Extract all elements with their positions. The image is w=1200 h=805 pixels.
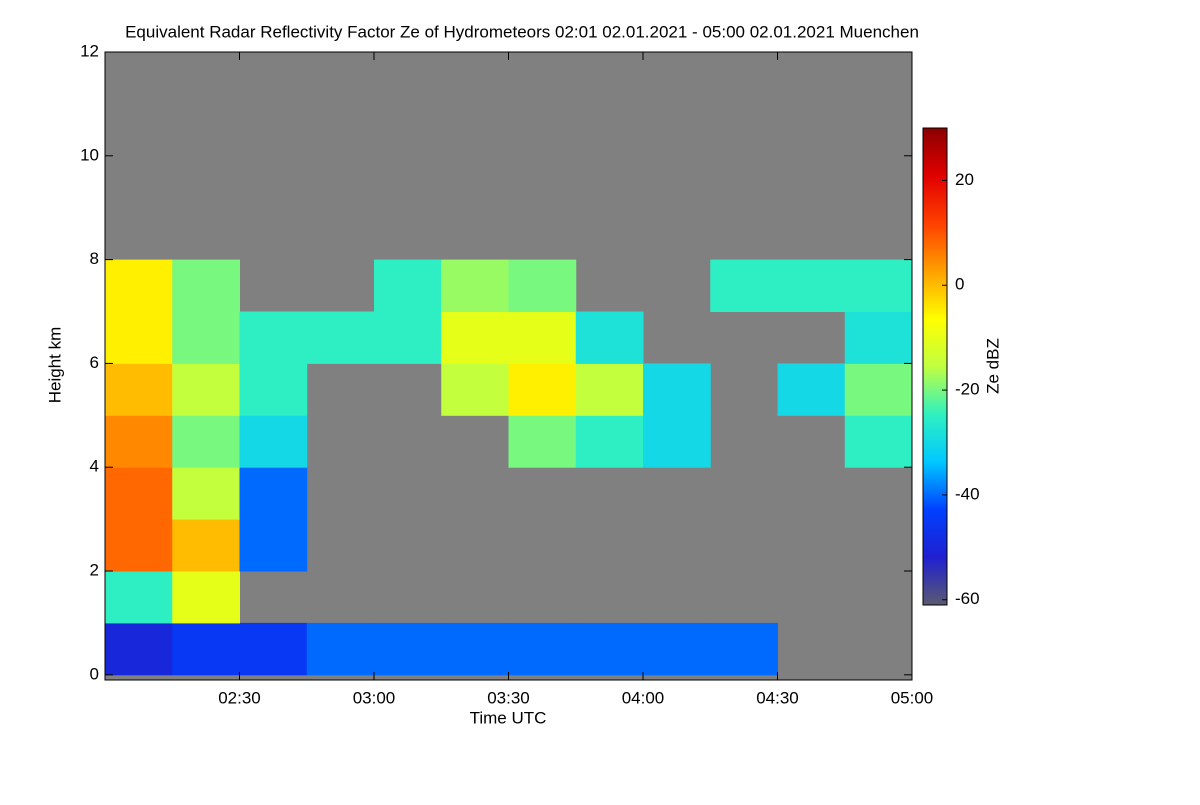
- colorbar-tick-label: -60: [955, 589, 980, 608]
- heatmap-cell: [105, 571, 173, 624]
- heatmap-cell: [172, 622, 240, 676]
- colorbar-tick-label: 0: [955, 275, 964, 294]
- heatmap-cell: [844, 363, 913, 416]
- heatmap-cell: [374, 311, 442, 364]
- heatmap-cell: [105, 259, 173, 313]
- y-tick-label: 10: [80, 145, 99, 164]
- heatmap-cell: [239, 519, 308, 572]
- heatmap-cell: [575, 415, 644, 468]
- heatmap-cell: [239, 415, 308, 468]
- heatmap-cell: [710, 622, 778, 676]
- colorbar-tick-label: 20: [955, 170, 974, 189]
- heatmap-cell: [239, 363, 308, 416]
- y-tick-label: 12: [80, 41, 99, 60]
- heatmap-cell: [844, 259, 913, 313]
- heatmap-cell: [508, 311, 577, 364]
- heatmap-cell: [172, 415, 240, 468]
- heatmap-cell: [508, 622, 577, 676]
- chart-title: Equivalent Radar Reflectivity Factor Ze …: [125, 22, 919, 41]
- y-tick-label: 8: [90, 249, 99, 268]
- x-tick-label: 03:30: [487, 688, 530, 707]
- heatmap-cell: [441, 259, 509, 313]
- heatmap-cell: [710, 259, 778, 313]
- colorbar: [922, 127, 948, 606]
- x-tick-label: 03:00: [353, 688, 396, 707]
- heatmap-cell: [172, 467, 240, 520]
- colorbar-tick-label: -40: [955, 484, 980, 503]
- heatmap-cell: [172, 519, 240, 572]
- colorbar-tick-label: -20: [955, 380, 980, 399]
- x-tick-label: 04:30: [756, 688, 799, 707]
- heatmap-cell: [306, 311, 375, 364]
- heatmap-cell: [575, 311, 644, 364]
- heatmap-cell: [239, 311, 308, 364]
- heatmap-cell: [172, 259, 240, 313]
- heatmap-cell: [575, 363, 644, 416]
- colorbar-label: Ze dBZ: [983, 338, 1002, 394]
- y-tick-label: 0: [90, 664, 99, 683]
- y-tick-label: 4: [90, 457, 99, 476]
- heatmap-cell: [105, 415, 173, 468]
- y-tick-label: 6: [90, 353, 99, 372]
- heatmap-cell: [374, 622, 442, 676]
- heatmap-cell: [844, 311, 913, 364]
- heatmap-cell: [441, 311, 509, 364]
- heatmap-cell: [575, 622, 644, 676]
- heatmap-cell: [777, 259, 846, 313]
- heatmap-cell: [508, 259, 577, 313]
- heatmap-cell: [172, 363, 240, 416]
- heatmap-cell: [105, 311, 173, 364]
- heatmap-cell: [643, 622, 711, 676]
- heatmap-cell: [105, 467, 173, 520]
- heatmap-cell: [441, 622, 509, 676]
- y-tick-label: 2: [90, 560, 99, 579]
- heatmap-cell: [105, 519, 173, 572]
- heatmap-cell: [643, 363, 711, 416]
- heatmap-cell: [239, 622, 308, 676]
- heatmap-cell: [844, 415, 913, 468]
- x-axis-label: Time UTC: [470, 708, 547, 727]
- heatmap-cell: [508, 415, 577, 468]
- heatmap-cell: [172, 311, 240, 364]
- heatmap-cell: [172, 571, 240, 624]
- heatmap-cell: [777, 363, 846, 416]
- heatmap-cell: [441, 363, 509, 416]
- heatmap-cell: [306, 622, 375, 676]
- x-tick-label: 04:00: [622, 688, 665, 707]
- y-axis-label: Height km: [45, 327, 64, 404]
- heatmap-cell: [508, 363, 577, 416]
- heatmap-cell: [643, 415, 711, 468]
- x-tick-label: 05:00: [891, 688, 934, 707]
- x-tick-label: 02:30: [218, 688, 261, 707]
- heatmap-cell: [105, 363, 173, 416]
- heatmap-cell: [239, 467, 308, 520]
- heatmap-cell: [374, 259, 442, 313]
- heatmap-cell: [105, 622, 173, 676]
